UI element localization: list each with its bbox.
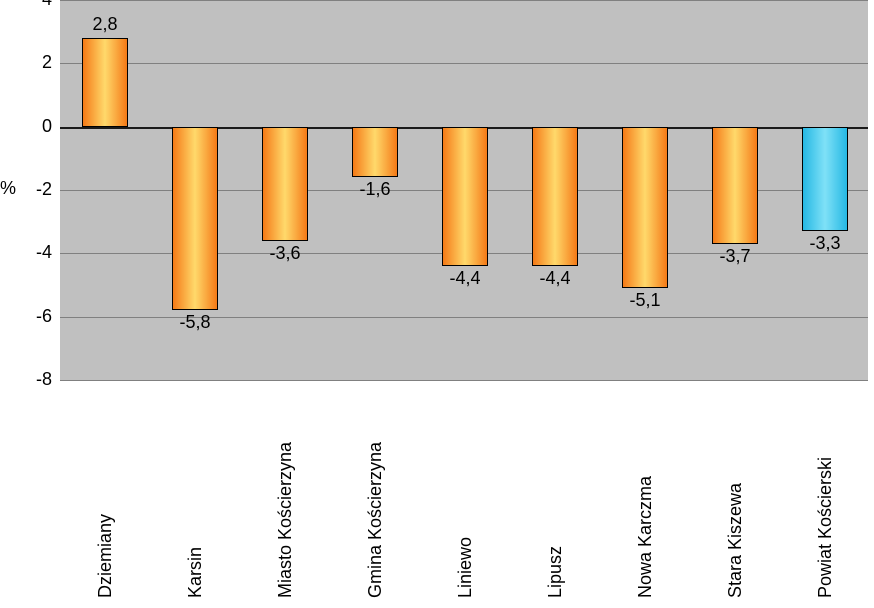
gridline	[60, 380, 868, 381]
x-tick-label: Liniewo	[455, 398, 476, 598]
x-tick-label: Karsin	[185, 398, 206, 598]
bar-value-label: -1,6	[330, 179, 420, 200]
bar	[802, 127, 848, 232]
gridline	[60, 63, 868, 64]
bar	[82, 38, 128, 127]
bar	[172, 127, 218, 311]
x-tick-label: Lipusz	[545, 398, 566, 598]
y-tick-label: 2	[12, 52, 52, 73]
plot-area: 2,8-5,8-3,6-1,6-4,4-4,4-5,1-3,7-3,3	[60, 0, 868, 380]
bar-value-label: -4,4	[510, 268, 600, 289]
x-tick-label: Gmina Kościerzyna	[365, 398, 386, 598]
bar-value-label: -4,4	[420, 268, 510, 289]
bar-value-label: -3,6	[240, 243, 330, 264]
y-tick-label: -2	[12, 179, 52, 200]
gridline	[60, 0, 868, 1]
bar	[622, 127, 668, 289]
bar-value-label: -5,1	[600, 290, 690, 311]
bar	[352, 127, 398, 178]
bar-value-label: -3,3	[780, 233, 870, 254]
bar	[712, 127, 758, 244]
x-tick-label: Dziemiany	[95, 398, 116, 598]
bar-value-label: -5,8	[150, 312, 240, 333]
bar-value-label: -3,7	[690, 246, 780, 267]
x-tick-label: Miasto Kościerzyna	[275, 398, 296, 598]
bar-value-label: 2,8	[60, 14, 150, 35]
y-tick-label: -6	[12, 306, 52, 327]
y-tick-label: 4	[12, 0, 52, 10]
y-tick-label: 0	[12, 116, 52, 137]
x-tick-label: Powiat Kościerski	[815, 398, 836, 598]
x-tick-label: Nowa Karczma	[635, 398, 656, 598]
bar	[532, 127, 578, 266]
y-tick-label: -8	[12, 369, 52, 390]
y-tick-label: -4	[12, 242, 52, 263]
bar	[442, 127, 488, 266]
x-tick-label: Stara Kiszewa	[725, 398, 746, 598]
bar	[262, 127, 308, 241]
